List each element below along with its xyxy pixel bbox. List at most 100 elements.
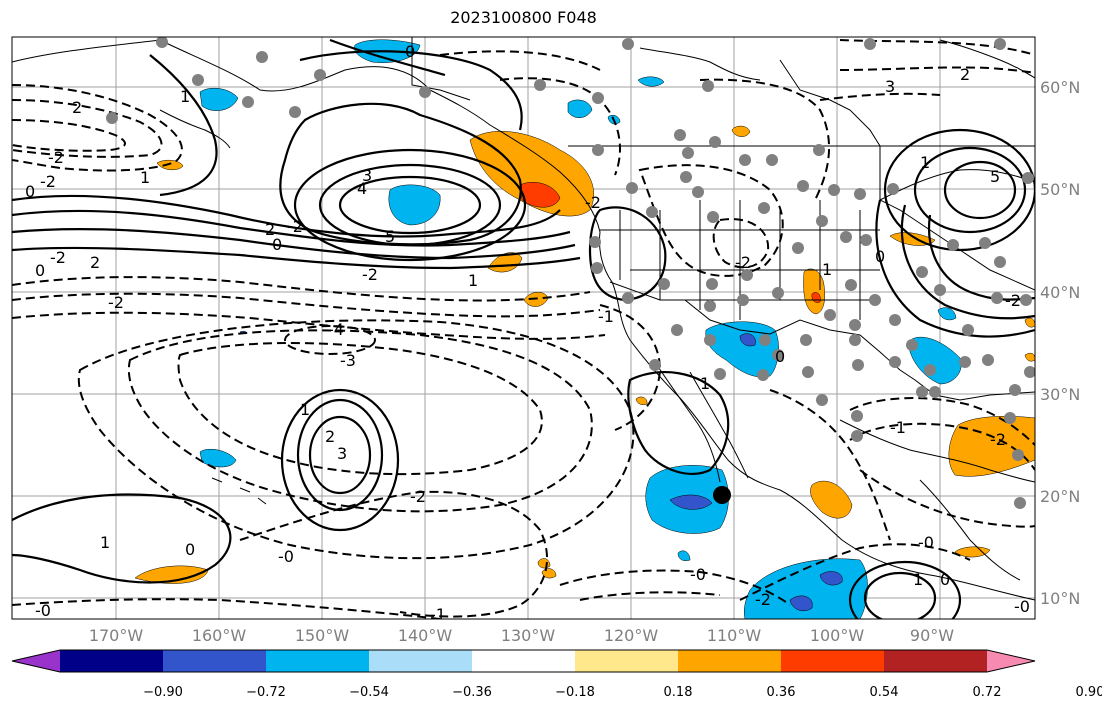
- lat-label: 30°N: [1040, 385, 1080, 404]
- contour-label: -1: [430, 605, 446, 624]
- contour-label: -2: [108, 293, 124, 312]
- lat-label: 40°N: [1040, 283, 1080, 302]
- contour-label: 5: [385, 227, 395, 246]
- colorbar-tick-label: −0.72: [246, 685, 286, 700]
- contour-label: -0: [1014, 597, 1030, 616]
- storm-position-marker: [713, 486, 731, 504]
- lon-label: 130°W: [501, 626, 556, 645]
- contour-label: 3: [362, 166, 372, 185]
- colorbar-tick-label: −0.54: [349, 685, 389, 700]
- lon-label: 110°W: [707, 626, 762, 645]
- colorbar-labels: −0.90 −0.72 −0.54 −0.36 −0.18 0.18 0.36 0.54 0.7…: [143, 685, 1102, 700]
- lon-label: 120°W: [604, 626, 659, 645]
- map-frame: [11, 36, 1036, 620]
- cool-anomaly-gulf: [388, 184, 441, 226]
- contour-label: 0: [775, 347, 785, 366]
- contour-label: 0: [940, 570, 950, 589]
- colorbar: [11, 649, 1036, 673]
- contour-label: 1: [468, 271, 478, 290]
- colorbar-segment: [163, 650, 267, 672]
- contour-label: -2: [410, 487, 426, 506]
- contour-label: -0: [278, 547, 294, 566]
- contour-label: -1: [598, 307, 614, 326]
- contour-label: 4: [357, 179, 367, 198]
- contour-label: 1: [100, 533, 110, 552]
- colorbar-tick-label: 0.90: [1076, 685, 1102, 700]
- colorbar-outline: [11, 649, 1036, 673]
- contour-label: -3: [340, 351, 356, 370]
- warm-anomaly-small: [487, 252, 523, 273]
- contour-label: -0: [35, 601, 51, 620]
- contour-label: -0: [918, 533, 934, 552]
- contour-label: 1: [180, 87, 190, 106]
- map-title: 2023100800 F048: [450, 8, 597, 27]
- contour-labels: 0 2 -2 3 4 5 2 0 -2 -4 -3 3 2 1 -2 0 -0 …: [25, 42, 1030, 624]
- contour-label: 2: [72, 98, 82, 117]
- contour-label: -2: [735, 253, 751, 272]
- lon-label: 160°W: [192, 626, 247, 645]
- colorbar-tick-label: −0.90: [143, 685, 183, 700]
- colorbar-tick-label: 0.36: [767, 685, 796, 700]
- contour-label: -2: [755, 590, 771, 609]
- colorbar-tick-label: −0.18: [555, 685, 595, 700]
- contour-label: 2: [960, 65, 970, 84]
- colorbar-tick-label: −0.36: [452, 685, 492, 700]
- colorbar-segment: [575, 650, 679, 672]
- colorbar-extend-min: [12, 650, 60, 672]
- lon-label: 150°W: [295, 626, 350, 645]
- contour-label: 3: [885, 77, 895, 96]
- contour-label: -2: [48, 148, 64, 167]
- contour-label: 5: [990, 167, 1000, 186]
- contour-label: 2: [265, 220, 275, 239]
- contour-label: 0: [25, 182, 35, 201]
- colorbar-segment: [678, 650, 782, 672]
- contour-label: 0: [875, 247, 885, 266]
- contour-label: -2: [1005, 291, 1021, 310]
- contour-label: -1: [890, 418, 906, 437]
- lon-label: 100°W: [810, 626, 865, 645]
- contour-label: 2: [325, 427, 335, 446]
- coastlines: [12, 37, 1035, 601]
- contour-label: -2: [362, 265, 378, 284]
- contour-label: 1: [920, 153, 930, 172]
- colorbar-segment: [369, 650, 473, 672]
- lat-label: 20°N: [1040, 487, 1080, 506]
- contour-label: -2: [40, 172, 56, 191]
- contour-label: 0: [185, 540, 195, 559]
- contour-label: 0: [405, 42, 415, 61]
- colorbar-tick-label: 0.54: [870, 685, 899, 700]
- colorbar-segment: [60, 650, 164, 672]
- lon-label: 170°W: [89, 626, 144, 645]
- lon-label: 140°W: [398, 626, 453, 645]
- lat-label: 50°N: [1040, 180, 1080, 199]
- contour-label: 3: [337, 444, 347, 463]
- observation-stations: [106, 37, 1035, 509]
- contour-label: 2: [90, 253, 100, 272]
- lat-label: 10°N: [1040, 589, 1080, 608]
- colorbar-segment: [266, 650, 370, 672]
- contour-label: -2: [585, 193, 601, 212]
- latitude-labels: 60°N 50°N 40°N 30°N 20°N 10°N: [1040, 78, 1080, 608]
- contour-label: -2: [50, 248, 66, 267]
- colorbar-tick-label: 0.72: [973, 685, 1002, 700]
- contour-label: 1: [300, 400, 310, 419]
- contour-label: -2: [990, 430, 1006, 449]
- contour-label: 0: [35, 261, 45, 280]
- colorbar-segment: [884, 650, 988, 672]
- strong-warm-core: [519, 182, 561, 208]
- contour-label: 1: [913, 570, 923, 589]
- contour-label: -2: [287, 217, 303, 236]
- lat-label: 60°N: [1040, 78, 1080, 97]
- contour-label: 1: [140, 168, 150, 187]
- contour-label: -4: [328, 320, 344, 339]
- contour-label: 1: [700, 374, 710, 393]
- colorbar-tick-label: 0.18: [664, 685, 693, 700]
- colorbar-segment: [781, 650, 885, 672]
- colorbar-segment: [472, 650, 576, 672]
- contour-label: 0: [272, 235, 282, 254]
- contour-label: 1: [822, 260, 832, 279]
- lon-label: 90°W: [910, 626, 954, 645]
- positive-contours: [12, 38, 1035, 619]
- longitude-labels: 170°W 160°W 150°W 140°W 130°W 120°W 110°…: [89, 626, 954, 645]
